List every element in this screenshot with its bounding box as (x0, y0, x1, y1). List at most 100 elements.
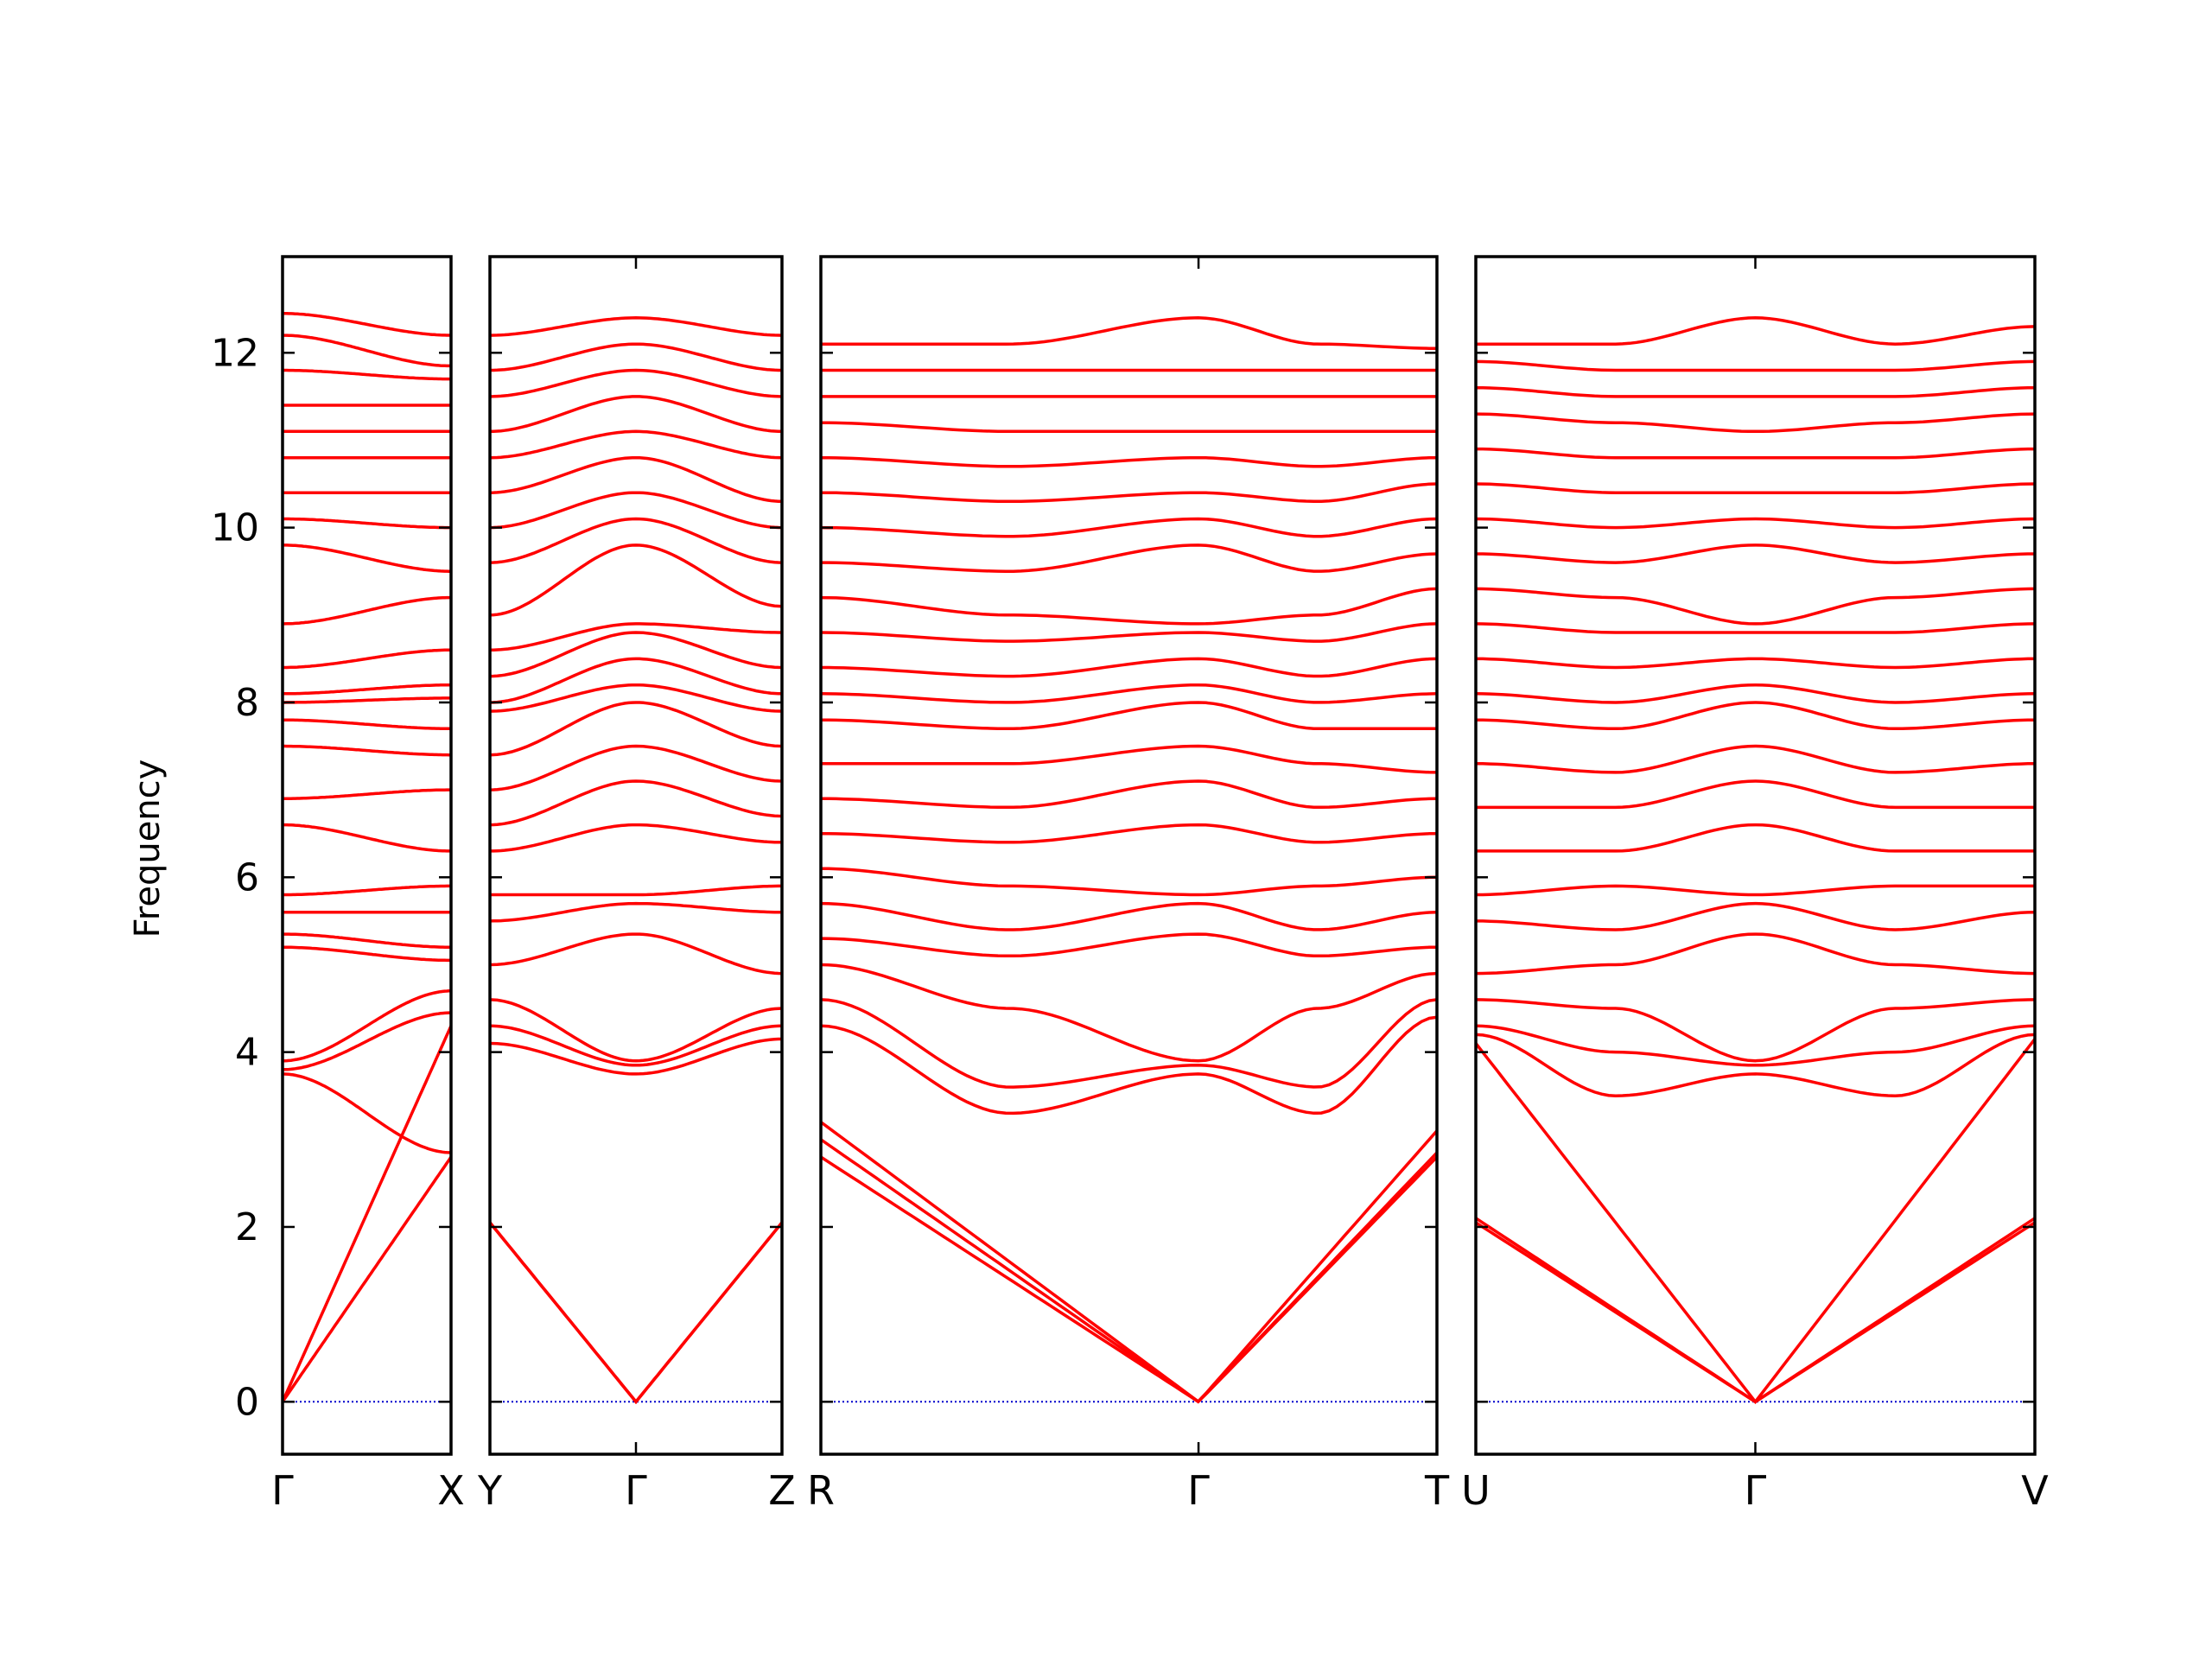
band-line (1476, 901, 2035, 931)
y-tick-label: 0 (235, 1380, 259, 1424)
band-line (283, 718, 451, 731)
band-line (821, 622, 1437, 643)
x-tick-label: U (1461, 1467, 1491, 1514)
band-line (1476, 884, 2035, 897)
band-line (283, 368, 451, 381)
band-line (821, 823, 1437, 844)
band-line (283, 595, 451, 626)
y-tick-label: 8 (235, 681, 259, 725)
band-line (821, 901, 1437, 931)
band-line (490, 932, 782, 976)
band-line (1476, 447, 2035, 460)
band-line (821, 482, 1437, 504)
band-line (283, 334, 451, 368)
band-line (821, 517, 1437, 538)
y-tick-label: 4 (235, 1031, 259, 1075)
band-line (283, 1072, 451, 1154)
band-line (283, 517, 451, 530)
band-line (283, 543, 451, 573)
band-line (490, 631, 782, 678)
band-line (283, 683, 451, 696)
band-line (490, 622, 782, 652)
x-tick-label: T (1424, 1467, 1450, 1514)
band-line (490, 823, 782, 853)
x-tick-label: Y (477, 1467, 503, 1514)
band-line (1476, 744, 2035, 774)
band-line (1476, 587, 2035, 626)
band-line (490, 1024, 782, 1067)
band-line (821, 587, 1437, 626)
band-line (490, 744, 782, 791)
y-axis-title: Frequency (128, 760, 168, 938)
panel-frame (281, 255, 453, 1456)
band-line (490, 342, 782, 372)
x-tick-label: Z (768, 1467, 796, 1514)
band-line (1476, 657, 2035, 670)
band-line (490, 683, 782, 713)
band-line (283, 696, 451, 704)
band-line (1476, 543, 2035, 564)
band-line (821, 932, 1437, 958)
band-line (1476, 482, 2035, 494)
band-line (821, 701, 1437, 731)
panel-frame (819, 255, 1439, 1456)
y-tick-label: 6 (235, 855, 259, 899)
band-line (283, 989, 451, 1063)
band-line (821, 421, 1437, 434)
band-line (490, 517, 782, 564)
band-line (490, 395, 782, 434)
band-line (1476, 779, 2035, 810)
band-line (1476, 1217, 2035, 1404)
band-line (821, 1015, 1437, 1116)
bands-group (283, 312, 451, 1403)
band-line (490, 543, 782, 617)
band-line (283, 823, 451, 853)
band-line (283, 884, 451, 897)
band-line (1476, 412, 2035, 434)
band-line (821, 1155, 1437, 1404)
x-tick-label: Γ (271, 1467, 294, 1514)
band-line (1476, 1033, 2035, 1097)
band-line (1476, 701, 2035, 731)
band-line (490, 1221, 782, 1405)
band-line (490, 901, 782, 923)
band-line (1476, 823, 2035, 853)
band-line (490, 1221, 782, 1405)
band-line (821, 455, 1437, 468)
x-tick-label: X (437, 1467, 465, 1514)
band-line (1476, 998, 2035, 1063)
band-line (490, 779, 782, 827)
band-line (490, 368, 782, 398)
band-line (283, 312, 451, 337)
band-line (1476, 1038, 2035, 1405)
band-line (490, 316, 782, 337)
band-line (1476, 1221, 2035, 1404)
band-line (283, 1025, 451, 1403)
band-line (490, 884, 782, 897)
band-line (490, 491, 782, 530)
band-line (490, 657, 782, 704)
bands-group (490, 316, 782, 1405)
band-line (490, 1037, 782, 1076)
band-line (1476, 316, 2035, 346)
band-line (821, 779, 1437, 810)
bands-group (821, 316, 1437, 1404)
band-line (283, 932, 451, 949)
band-line (283, 744, 451, 757)
band-line (1476, 359, 2035, 372)
x-tick-label: Γ (625, 1467, 647, 1514)
band-line (821, 543, 1437, 573)
band-line (821, 683, 1437, 704)
x-tick-label: V (2021, 1467, 2049, 1514)
band-line (1476, 386, 2035, 398)
y-tick-label: 10 (211, 506, 259, 550)
x-tick-label: Γ (1745, 1467, 1767, 1514)
band-line (283, 945, 451, 963)
band-line (283, 1156, 451, 1403)
x-tick-label: R (807, 1467, 835, 1514)
